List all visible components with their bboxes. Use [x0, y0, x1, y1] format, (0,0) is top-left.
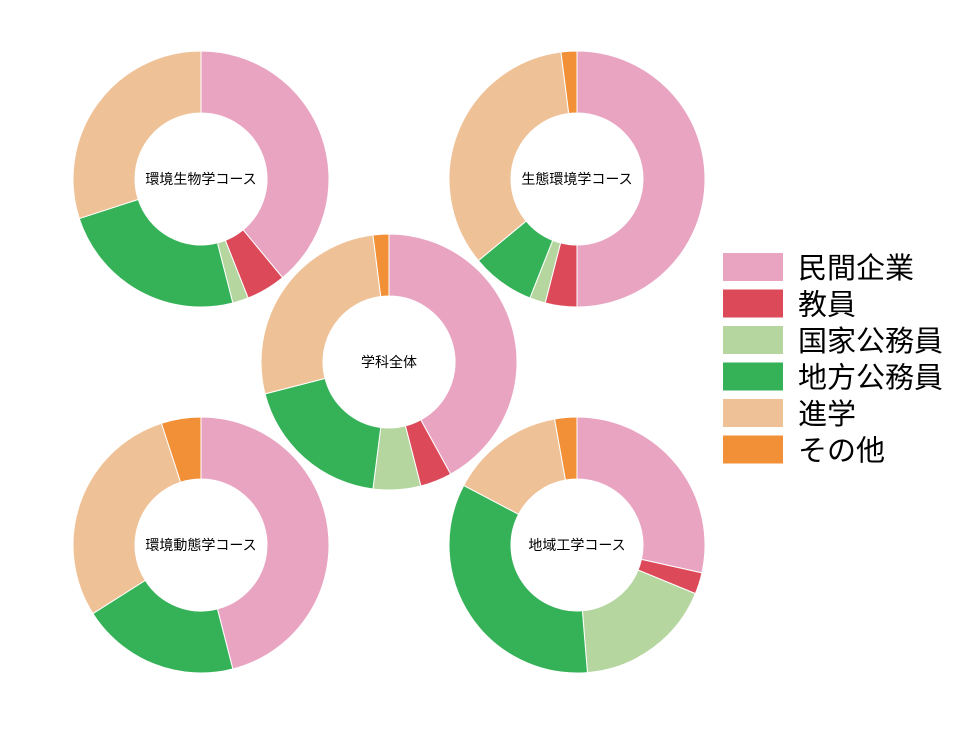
legend-swatch-1 — [723, 289, 783, 318]
legend-label-1: 教員 — [798, 288, 856, 322]
legend-label-4: 進学 — [798, 397, 856, 431]
legend-swatch-5 — [723, 435, 783, 464]
donut-2-title: 学科全体 — [361, 354, 417, 371]
donut-3-title: 環境動態学コース — [145, 538, 256, 554]
donut-0-slice-0 — [200, 50, 330, 279]
legend-label-2: 国家公務員 — [798, 324, 943, 358]
donut-2-slice-0 — [388, 233, 518, 475]
donut-4-title: 地域工学コース — [528, 538, 625, 554]
donut-1-title: 生態環境学コース — [521, 172, 632, 188]
donut-4-slice-3 — [448, 484, 588, 674]
donut-4-slice-0 — [576, 416, 706, 574]
donut-4-slice-5 — [554, 416, 578, 481]
legend-swatch-2 — [723, 326, 783, 354]
donut-3-slice-5 — [160, 416, 202, 483]
donut-3-slice-4 — [72, 422, 182, 615]
donut-2-slice-5 — [372, 233, 390, 298]
donut-2-slice-3 — [264, 377, 382, 490]
legend-label-0: 民間企業 — [798, 251, 914, 285]
donut-1-slice-0 — [576, 50, 706, 308]
donut-0-slice-3 — [78, 198, 234, 308]
donut-1-slice-4 — [448, 51, 570, 262]
legend-label-5: その他 — [798, 434, 885, 468]
donut-3-slice-3 — [92, 579, 234, 674]
legend-swatch-0 — [723, 253, 783, 281]
legend-swatch-3 — [723, 362, 783, 391]
donut-0-slice-4 — [72, 50, 202, 220]
donut-0-title: 環境生物学コース — [145, 172, 256, 188]
donut-2-slice-4 — [260, 234, 382, 395]
donut-3-slice-0 — [200, 416, 330, 670]
donut-1-slice-5 — [560, 50, 578, 115]
legend-label-3: 地方公務員 — [798, 361, 943, 395]
legend-swatch-4 — [723, 399, 783, 427]
